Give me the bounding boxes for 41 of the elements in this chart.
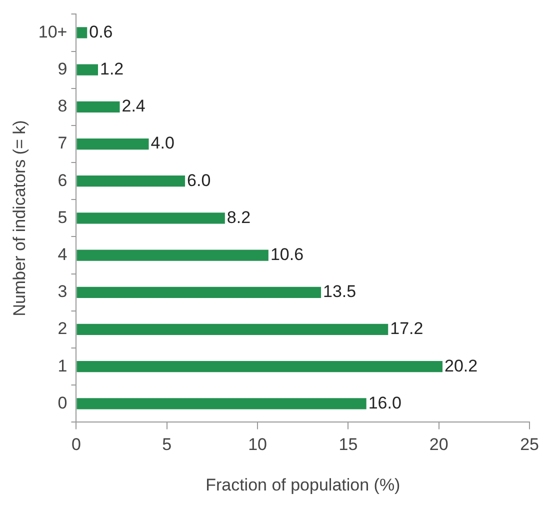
bar bbox=[76, 138, 149, 150]
x-tick-label: 10 bbox=[248, 435, 268, 454]
y-tick-label: 4 bbox=[58, 244, 68, 264]
x-tick-label: 0 bbox=[72, 435, 81, 454]
data-label: 16.0 bbox=[368, 393, 402, 412]
x-tick-label: 20 bbox=[429, 435, 448, 454]
bar bbox=[76, 64, 98, 76]
bar bbox=[76, 398, 366, 410]
bar bbox=[76, 212, 225, 224]
y-tick-label: 9 bbox=[58, 60, 68, 79]
bar bbox=[76, 324, 388, 336]
y-tick-label: 3 bbox=[58, 282, 68, 302]
bar bbox=[76, 27, 88, 38]
data-label: 10.6 bbox=[270, 244, 304, 264]
y-tick-label: 1 bbox=[58, 356, 68, 376]
x-axis-title: Fraction of population (%) bbox=[206, 475, 400, 494]
data-label: 1.2 bbox=[100, 60, 124, 79]
data-label: 6.0 bbox=[187, 170, 211, 190]
y-axis-title: Number of indicators (= k) bbox=[10, 120, 29, 316]
bar bbox=[76, 250, 268, 261]
y-tick-label: 8 bbox=[58, 96, 68, 116]
bar bbox=[76, 286, 322, 298]
data-label: 13.5 bbox=[323, 282, 356, 302]
data-label: 4.0 bbox=[150, 134, 174, 153]
y-tick-label: 7 bbox=[58, 134, 68, 153]
data-label: 0.6 bbox=[89, 22, 113, 42]
x-tick-label: 25 bbox=[520, 435, 540, 454]
data-label: 2.4 bbox=[122, 96, 146, 116]
y-tick-label: 0 bbox=[58, 393, 68, 412]
bar bbox=[76, 101, 120, 112]
data-label: 20.2 bbox=[444, 356, 478, 376]
y-tick-label: 5 bbox=[58, 208, 68, 227]
data-label: 17.2 bbox=[390, 319, 424, 338]
bar bbox=[76, 176, 186, 187]
x-tick-label: 5 bbox=[162, 435, 172, 454]
x-tick-label: 15 bbox=[338, 435, 358, 454]
y-tick-label: 6 bbox=[58, 170, 68, 190]
y-tick-label: 2 bbox=[58, 319, 68, 338]
data-label: 8.2 bbox=[226, 208, 251, 227]
bar bbox=[76, 361, 443, 372]
y-tick-label: 10+ bbox=[38, 22, 68, 42]
